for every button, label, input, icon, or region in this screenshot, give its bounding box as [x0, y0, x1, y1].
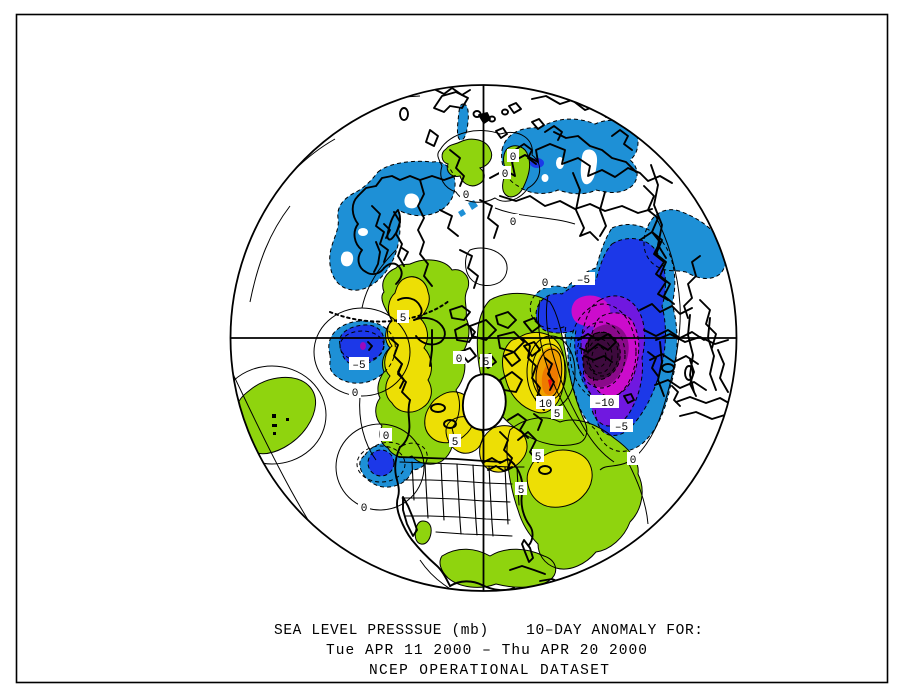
svg-text:0: 0: [630, 455, 637, 467]
svg-text:0: 0: [542, 278, 549, 290]
svg-text:5: 5: [400, 313, 407, 325]
svg-text:0: 0: [463, 190, 470, 202]
svg-text:0: 0: [510, 217, 517, 229]
svg-text:0: 0: [352, 388, 359, 400]
svg-text:5: 5: [452, 437, 459, 449]
svg-text:SEA LEVEL PRESSSUE (mb) 10–: SEA LEVEL PRESSSUE (mb) 10–DAY ANOMALY F…: [274, 623, 703, 639]
svg-text:0: 0: [383, 431, 390, 443]
svg-text:0: 0: [361, 503, 368, 515]
svg-text:NCEP OPERATIONAL DATASET: NCEP OPERATIONAL DATASET: [369, 663, 609, 679]
svg-text:5: 5: [518, 485, 525, 497]
svg-text:–5: –5: [615, 422, 628, 434]
svg-text:Tue APR 11 2000 – Thu APR 20 2: Tue APR 11 2000 – Thu APR 20 2000: [326, 643, 647, 659]
svg-text:10: 10: [539, 399, 552, 411]
svg-text:–10: –10: [595, 398, 615, 410]
svg-text:0: 0: [502, 169, 509, 181]
svg-text:0: 0: [456, 354, 463, 366]
svg-text:5: 5: [483, 357, 490, 369]
svg-text:5: 5: [554, 409, 561, 421]
svg-text:5: 5: [535, 452, 542, 464]
svg-text:–5: –5: [352, 360, 365, 372]
svg-text:0: 0: [510, 152, 517, 164]
svg-text:–5: –5: [577, 275, 590, 287]
